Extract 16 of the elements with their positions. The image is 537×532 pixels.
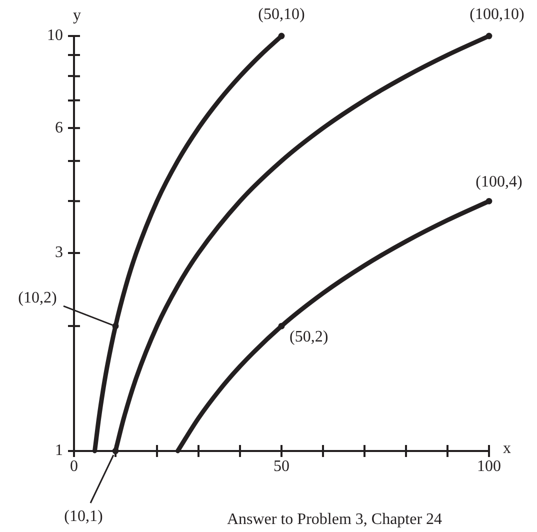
y-tick-label: 3 [55,244,63,262]
annotation: (10,2) [18,289,57,306]
x-tick-label: 100 [477,458,501,475]
annotation: (100,10) [470,6,524,24]
text: Answer to Problem 3, Chapter 24 [226,511,442,528]
annotation: (50,10) [258,6,305,24]
y-tick-label: 1 [55,442,63,460]
annotation: (50,2) [290,328,328,346]
annotation: (100,4) [476,173,522,190]
x-axis-title: x [503,440,511,458]
y-tick-label: 6 [55,119,63,136]
y-tick-label: 10 [47,27,63,44]
annotation: (10,1) [64,508,103,526]
x-tick-label: 50 [274,458,290,475]
y-axis-title: y [73,7,81,24]
x-tick-label: 0 [70,458,78,475]
